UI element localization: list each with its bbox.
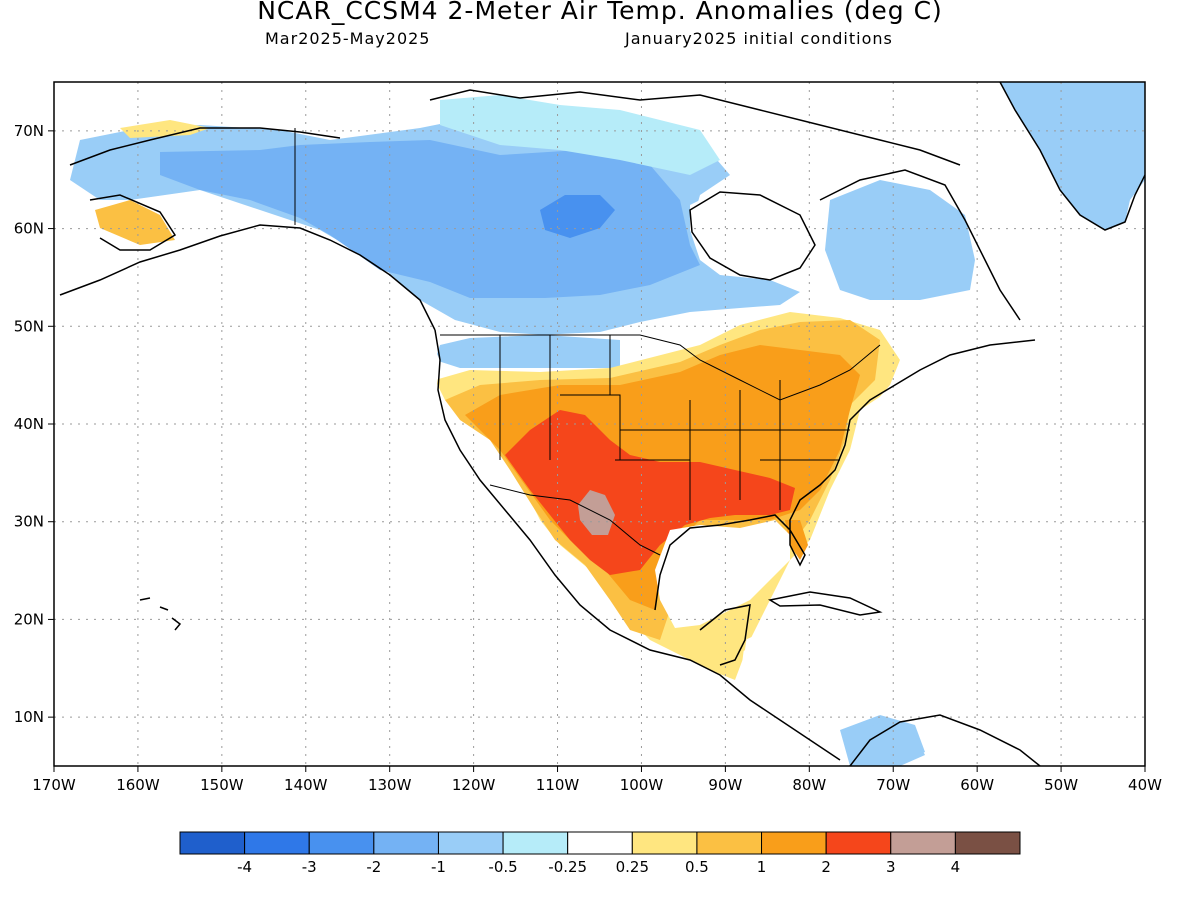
coastline-gulf-atlantic — [654, 339, 1036, 611]
lon-tick-label: 90W — [708, 776, 742, 794]
legend-swatch — [567, 831, 633, 855]
legend-swatch — [631, 831, 698, 855]
lon-tick-label: 70W — [876, 776, 910, 794]
legend-swatch — [437, 831, 504, 855]
axis-ticks — [48, 130, 1146, 772]
anomaly-region-north-paleblue — [440, 95, 720, 175]
lon-tick-label: 110W — [536, 776, 580, 794]
border-us-states — [499, 335, 850, 520]
lon-tick-label: 40W — [1128, 776, 1162, 794]
anomaly-region-texas-brown — [578, 490, 615, 535]
lat-tick-label: 60N — [14, 220, 44, 238]
lon-tick-label: 60W — [960, 776, 994, 794]
coastline-labrador — [819, 169, 1021, 321]
lat-tick-label: 30N — [14, 513, 44, 531]
anomaly-region-alaska-yellow — [120, 120, 210, 138]
legend-label: 0.25 — [616, 858, 649, 876]
legend-swatch — [244, 831, 310, 855]
lon-tick-label: 130W — [368, 776, 412, 794]
border-us-canada — [440, 334, 881, 401]
ocean-gulf-of-mexico — [655, 520, 790, 628]
coastlines — [59, 82, 1145, 766]
latitude-labels: 10N 20N 30N 40N 50N 60N 70N — [14, 122, 44, 726]
lat-tick-label: 70N — [14, 122, 44, 140]
anomaly-region-greenland — [1000, 82, 1145, 230]
coastline-cuba — [767, 591, 883, 616]
anomaly-region-alaska-orange — [95, 200, 175, 245]
legend-swatch — [696, 831, 763, 855]
lon-tick-label: 80W — [792, 776, 826, 794]
color-legend-labels: -4 -3 -2 -1 -0.5 -0.25 0.25 0.5 1 2 3 4 — [237, 858, 960, 876]
coastline-pacific-us — [434, 329, 841, 761]
ocean-caribbean — [740, 615, 1000, 740]
gridlines — [54, 82, 1145, 766]
legend-label: 3 — [886, 858, 896, 876]
anomaly-region-south-red — [505, 410, 795, 575]
coastline-greenland — [999, 82, 1145, 231]
legend-swatch — [373, 831, 439, 855]
legend-label: 2 — [821, 858, 831, 876]
anomaly-region-hudson-deep — [540, 195, 615, 238]
legend-label: -4 — [237, 858, 252, 876]
legend-label: 1 — [757, 858, 767, 876]
forecast-period: Mar2025-May2025 — [265, 29, 431, 48]
legend-swatch — [308, 831, 375, 855]
legend-label: -3 — [302, 858, 317, 876]
ocean-hudson-bay — [690, 190, 815, 278]
longitude-labels: 170W 160W 150W 140W 130W 120W 110W 100W 90W 80W 70… — [32, 776, 1162, 794]
anomaly-region-quebec-blue — [825, 180, 975, 300]
lon-tick-label: 100W — [620, 776, 664, 794]
legend-swatch — [761, 831, 827, 855]
ocean-pacific — [54, 260, 800, 766]
ocean-atlantic — [820, 330, 1145, 766]
legend-label: -2 — [366, 858, 381, 876]
chart-title: NCAR_CCSM4 2-Meter Air Temp. Anomalies (… — [257, 0, 943, 25]
coastline-south-america — [849, 714, 1041, 766]
legend-label: -1 — [431, 858, 446, 876]
anomaly-fields — [54, 82, 1145, 766]
initial-conditions: January2025 initial conditions — [625, 29, 893, 48]
coastline-hudson-bay — [689, 191, 816, 281]
coastline-hawaii — [139, 597, 182, 631]
legend-swatch — [179, 831, 246, 855]
lon-tick-label: 120W — [452, 776, 496, 794]
legend-label: 0.5 — [685, 858, 709, 876]
legend-label: -0.5 — [488, 858, 517, 876]
coastline-alaska — [59, 127, 436, 331]
legend-swatch — [954, 831, 1021, 855]
lon-tick-label: 150W — [200, 776, 244, 794]
lat-tick-label: 40N — [14, 415, 44, 433]
legend-swatch — [502, 831, 569, 855]
coastline-arctic-islands — [429, 89, 961, 166]
legend-label: 4 — [951, 858, 961, 876]
lat-tick-label: 50N — [14, 317, 44, 335]
political-borders — [294, 128, 881, 556]
lat-tick-label: 10N — [14, 708, 44, 726]
legend-swatch — [890, 831, 956, 855]
color-legend — [179, 831, 1021, 855]
legend-label: -0.25 — [548, 858, 587, 876]
lat-tick-label: 20N — [14, 610, 44, 628]
legend-swatch — [825, 831, 892, 855]
border-us-mexico — [489, 484, 661, 556]
anomaly-region-south-america-blue — [845, 722, 925, 766]
coastline-yucatan — [699, 604, 751, 666]
lon-tick-label: 50W — [1044, 776, 1078, 794]
lon-tick-label: 140W — [284, 776, 328, 794]
lon-tick-label: 170W — [32, 776, 76, 794]
lon-tick-label: 160W — [116, 776, 160, 794]
